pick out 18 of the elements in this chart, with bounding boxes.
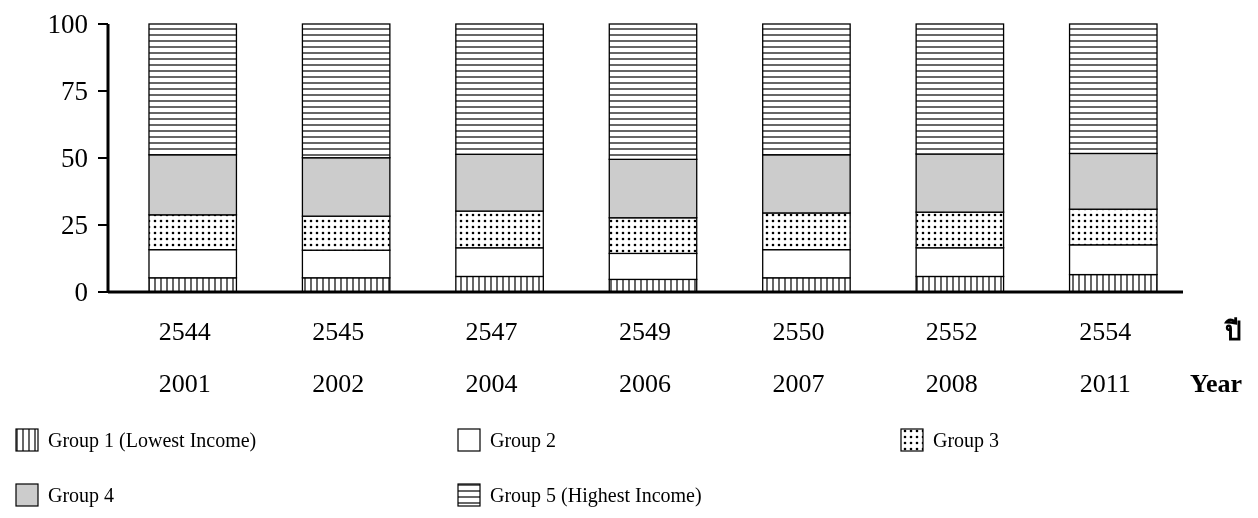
x-axis-title: ปี Year xyxy=(1190,317,1242,398)
y-tick-label: 100 xyxy=(47,9,88,40)
x-tick-label: 2552 2008 xyxy=(925,317,978,398)
x-tick-label: 2554 2011 xyxy=(1079,317,1132,398)
x-tick-label: 2544 2001 xyxy=(158,317,211,398)
legend-label: Group 3 xyxy=(933,429,1000,452)
x-tick-label: 2545 2002 xyxy=(312,317,365,398)
y-tick-label: 50 xyxy=(61,143,88,174)
legend-label: Group 1 (Lowest Income) xyxy=(48,429,257,452)
legend-label: Group 5 (Highest Income) xyxy=(490,484,702,507)
y-tick-label: 25 xyxy=(61,210,88,241)
legend-label: Group 2 xyxy=(490,429,557,452)
legend-label: Group 4 xyxy=(48,484,115,507)
x-tick-label: 2550 2007 xyxy=(772,317,825,398)
x-tick-label: 2549 2006 xyxy=(619,317,671,398)
x-tick-label: 2547 2004 xyxy=(465,317,518,398)
y-tick-label: 75 xyxy=(61,76,88,107)
y-tick-label: 0 xyxy=(74,277,88,308)
